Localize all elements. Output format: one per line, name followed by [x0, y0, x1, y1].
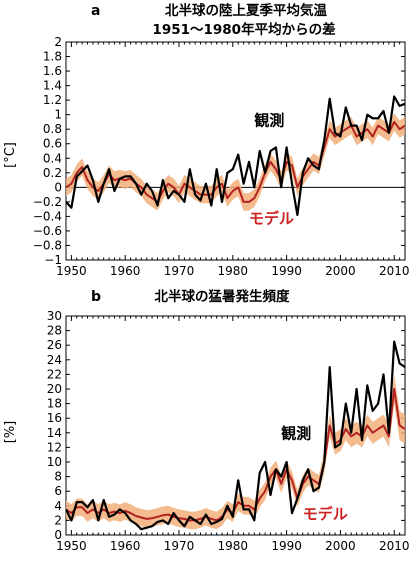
y-tick-label: 0	[54, 528, 62, 542]
x-tick-label: 1980	[218, 264, 249, 278]
x-tick-label: 2010	[379, 264, 410, 278]
x-tick-label: 1990	[271, 539, 302, 553]
model-series-line	[66, 120, 405, 203]
x-tick-label: 1970	[164, 539, 195, 553]
model-label: モデル	[249, 210, 294, 228]
x-tick-label: 2010	[379, 539, 410, 553]
y-tick-label: 1.4	[43, 79, 62, 93]
y-tick-label: 6	[54, 484, 62, 498]
observed-label: 観測	[281, 425, 311, 443]
x-tick-label: 1950	[56, 264, 87, 278]
y-tick-label: −0.2	[33, 195, 62, 209]
y-tick-label: 12	[47, 440, 62, 454]
y-tick-label: 30	[47, 309, 62, 323]
y-tick-label: 2	[54, 35, 62, 49]
panel-a-plot-area: −1−0.8−0.6−0.4−0.200.20.40.60.811.21.41.…	[33, 35, 410, 278]
x-tick-label: 1980	[218, 539, 249, 553]
y-tick-label: 0	[54, 180, 62, 194]
y-tick-label: 8	[54, 470, 62, 484]
panel-b-label: b	[91, 289, 101, 305]
x-tick-label: 2000	[325, 264, 356, 278]
panel-b-y-axis-label: [%]	[3, 421, 18, 444]
y-tick-label: 20	[47, 382, 62, 396]
panel-a-chart: a 北半球の陸上夏季平均気温 1951〜1980年平均からの差 [°C] −1−…	[3, 2, 410, 278]
panel-frame	[65, 41, 406, 261]
series-group	[66, 340, 405, 531]
panel-a-y-axis-label: [°C]	[3, 142, 18, 168]
y-tick-label: 1.2	[43, 93, 62, 107]
y-tick-label: 0.8	[43, 122, 62, 136]
observed-series-line	[66, 95, 405, 216]
observed-series-line	[66, 340, 405, 531]
x-tick-label: 1970	[164, 264, 195, 278]
panel-a-label: a	[91, 3, 100, 19]
x-tick-label: 1960	[110, 264, 141, 278]
y-tick-label: 24	[47, 353, 62, 367]
panel-b-chart: b 北半球の猛暑発生頻度 [%] 02468101214161820222426…	[3, 288, 410, 553]
y-tick-label: 0.2	[43, 166, 62, 180]
y-tick-label: −0.6	[33, 224, 62, 238]
panel-b-title: 北半球の猛暑発生頻度	[155, 288, 290, 305]
y-tick-label: 4	[54, 499, 62, 513]
y-tick-label: −1	[44, 253, 62, 267]
y-tick-label: −0.8	[33, 238, 62, 252]
model-label: モデル	[303, 505, 348, 523]
panel-a-subtitle: 1951〜1980年平均からの差	[152, 21, 335, 38]
y-tick-label: 28	[47, 324, 62, 338]
series-group	[66, 95, 405, 216]
y-tick-label: 1.8	[43, 50, 62, 64]
y-tick-label: 1.6	[43, 64, 62, 78]
y-tick-label: −0.4	[33, 209, 62, 223]
y-tick-label: 22	[47, 367, 62, 381]
observed-label: 観測	[254, 112, 284, 130]
y-tick-label: 14	[47, 426, 62, 440]
y-tick-label: 26	[47, 338, 62, 352]
y-tick-label: 0.6	[43, 137, 62, 151]
y-tick-label: 16	[47, 411, 62, 425]
panel-a-title: 北半球の陸上夏季平均気温	[165, 2, 327, 19]
y-tick-label: 0.4	[43, 151, 62, 165]
model-uncertainty-band	[66, 113, 405, 211]
y-tick-label: 10	[47, 455, 62, 469]
x-tick-label: 1950	[56, 539, 87, 553]
y-tick-label: 18	[47, 397, 62, 411]
x-tick-label: 1990	[271, 264, 302, 278]
y-tick-label: 1	[54, 108, 62, 122]
y-tick-label: 2	[54, 513, 62, 527]
x-tick-label: 2000	[325, 539, 356, 553]
x-tick-label: 1960	[110, 539, 141, 553]
